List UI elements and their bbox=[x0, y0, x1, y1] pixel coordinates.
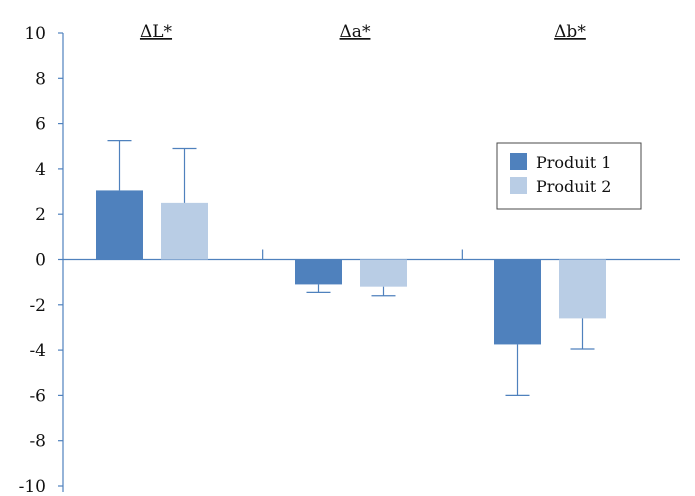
legend-swatch bbox=[510, 153, 527, 170]
y-tick-label: 2 bbox=[35, 205, 46, 225]
y-tick-label: 10 bbox=[24, 24, 46, 44]
legend-swatch bbox=[510, 177, 527, 194]
y-tick-label: -4 bbox=[29, 341, 46, 361]
category-label: ΔL* bbox=[140, 22, 173, 42]
y-tick-label: -8 bbox=[29, 432, 46, 452]
legend-label: Produit 1 bbox=[536, 153, 611, 172]
bar-2-2 bbox=[360, 259, 407, 287]
y-tick-label: 8 bbox=[35, 69, 46, 89]
bar-1-2 bbox=[295, 259, 342, 285]
y-tick-label: -2 bbox=[29, 296, 46, 316]
y-tick-label: 4 bbox=[35, 160, 46, 180]
legend-label: Produit 2 bbox=[536, 177, 611, 196]
category-label: Δb* bbox=[554, 22, 586, 42]
y-tick-label: -6 bbox=[29, 386, 46, 406]
bar-2-3 bbox=[559, 259, 606, 319]
bars-group bbox=[96, 139, 606, 396]
y-tick-label: -10 bbox=[19, 477, 46, 492]
legend: Produit 1 Produit 2 bbox=[496, 142, 642, 210]
category-label: Δa* bbox=[340, 22, 371, 42]
labels-group: ΔL* Δa* Δb* bbox=[140, 22, 586, 42]
y-tick-label: 6 bbox=[35, 115, 46, 135]
y-tick-label: 0 bbox=[35, 251, 46, 271]
bar-2-1 bbox=[161, 202, 208, 260]
bar-1-3 bbox=[494, 259, 541, 345]
bar-1-1 bbox=[96, 190, 143, 260]
